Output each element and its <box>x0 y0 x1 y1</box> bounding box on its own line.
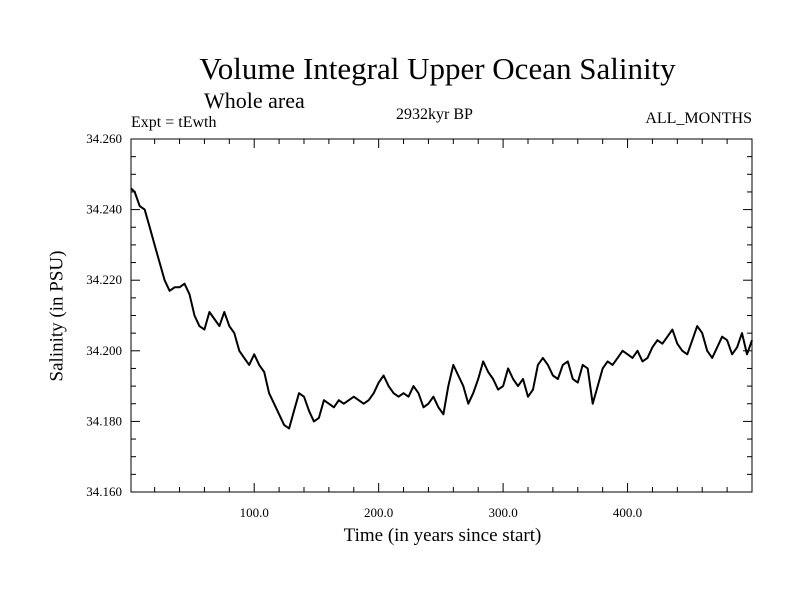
x-tick-label: 200.0 <box>364 505 393 520</box>
y-tick-label: 34.200 <box>86 343 122 358</box>
salinity-series-line <box>130 187 753 430</box>
plot-frame <box>130 138 753 493</box>
x-axis-label: Time (in years since start) <box>343 525 542 546</box>
y-tick-label: 34.220 <box>86 272 122 287</box>
y-tick-label: 34.260 <box>86 131 122 146</box>
experiment-label: Expt = tEwth <box>131 114 217 131</box>
months-label: ALL_MONTHS <box>645 110 752 127</box>
chart-subtitle: Whole area <box>204 88 305 113</box>
y-tick-label: 34.160 <box>86 484 122 499</box>
chart-title: Volume Integral Upper Ocean Salinity <box>199 51 676 86</box>
y-tick-label: 34.180 <box>86 413 122 428</box>
x-tick-label: 300.0 <box>488 505 517 520</box>
y-tick-label: 34.240 <box>86 202 122 217</box>
period-label: 2932kyr BP <box>396 106 473 123</box>
x-tick-label: 400.0 <box>613 505 642 520</box>
x-tick-label: 100.0 <box>240 505 269 520</box>
